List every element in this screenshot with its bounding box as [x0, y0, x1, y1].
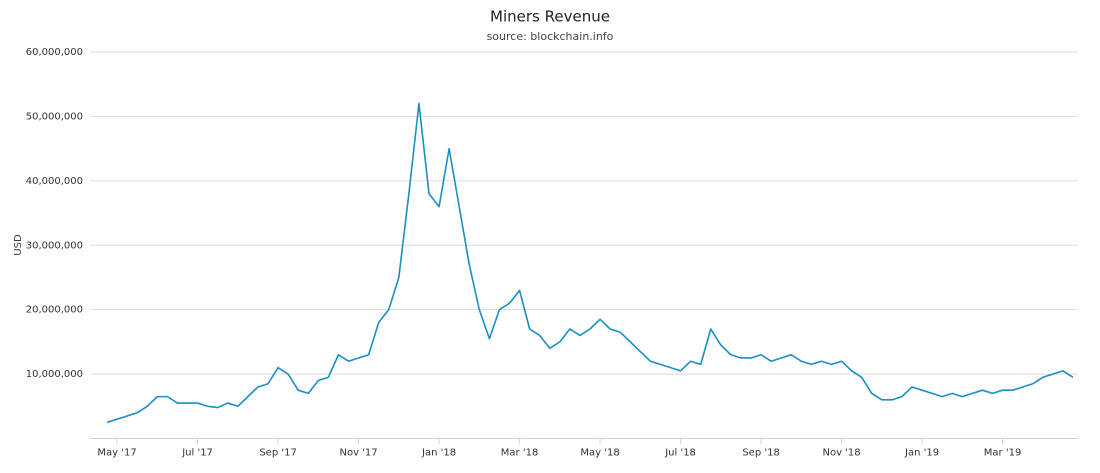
x-tick-label: Jan '19 [904, 448, 939, 459]
x-tick-label: Jul '17 [181, 448, 213, 459]
y-tick-label: 60,000,000 [26, 47, 83, 58]
y-tick-label: 10,000,000 [26, 369, 83, 380]
x-tick-label: May '18 [580, 448, 619, 459]
y-axis-title: USD [13, 234, 24, 256]
x-tick-label: Nov '17 [339, 448, 377, 459]
x-tick-label: Sep '17 [259, 448, 297, 459]
x-tick-label: Mar '18 [501, 448, 539, 459]
x-tick-label: Sep '18 [742, 448, 780, 459]
y-tick-label: 20,000,000 [26, 305, 83, 316]
y-tick-label: 40,000,000 [26, 176, 83, 187]
y-tick-label: 30,000,000 [26, 240, 83, 251]
chart-subtitle: source: blockchain.info [487, 30, 614, 43]
chart-title: Miners Revenue [490, 8, 610, 26]
x-tick-label: Mar '19 [984, 448, 1022, 459]
x-tick-label: Jul '18 [664, 448, 696, 459]
data-line [106, 102, 1074, 424]
y-tick-label: 50,000,000 [26, 111, 83, 122]
x-tick-label: Nov '18 [822, 448, 860, 459]
x-tick-label: Jan '18 [421, 448, 456, 459]
x-tick-label: May '17 [97, 448, 136, 459]
